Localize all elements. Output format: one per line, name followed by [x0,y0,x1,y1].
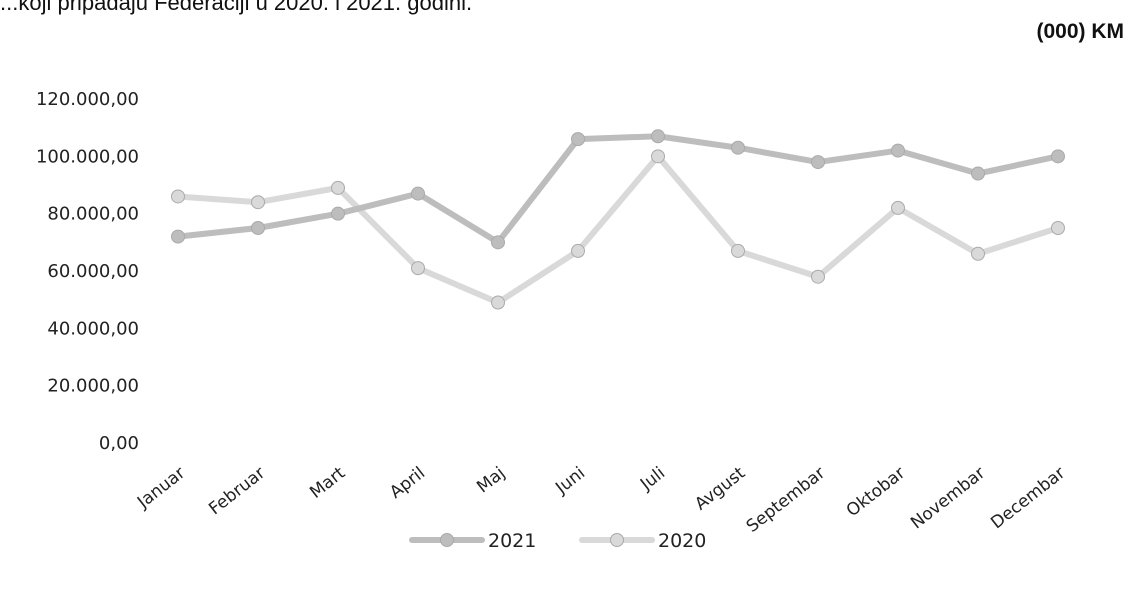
y-tick-label: 80.000,00 [47,204,139,225]
x-tick-label: Decembar [987,463,1069,533]
data-point-2021 [971,166,985,181]
y-axis-ticks: 0,00 20.000,00 40.000,00 60.000,00 80.000,00… [36,89,139,454]
data-point-2020 [571,243,585,258]
chart-title: ...koji pripadaju Federaciji u 2020. i 2… [0,0,473,15]
x-tick-label: Januar [133,463,189,513]
y-tick-label: 0,00 [99,433,139,454]
data-point-2020 [731,243,745,258]
data-point-2020 [651,149,665,164]
legend-swatch-marker [610,533,624,547]
data-point-2020 [971,246,985,261]
x-tick-label: Maj [473,463,509,497]
y-tick-label: 40.000,00 [47,318,139,339]
data-point-2021 [811,155,825,170]
series-line-2020 [175,153,1061,306]
data-point-2020 [411,261,425,276]
data-point-2021 [331,206,345,221]
x-tick-label: Oktobar [843,463,909,521]
x-tick-label: Juli [636,463,669,495]
x-tick-label: Novembar [907,463,989,533]
series-layer [171,129,1065,310]
legend-label: 2021 [488,530,536,552]
x-tick-label: Septembar [743,463,829,537]
data-point-2021 [251,221,265,235]
data-point-2021 [411,186,425,201]
series-line-2021 [175,133,1061,246]
x-tick-label: Avgust [691,463,749,515]
data-point-2021 [171,229,185,244]
y-tick-label: 120.000,00 [36,89,139,110]
x-tick-label: Februar [205,463,269,519]
data-point-2021 [891,143,905,158]
data-point-2020 [891,200,905,215]
x-tick-label: Juni [551,463,589,499]
y-tick-label: 60.000,00 [47,261,139,282]
x-tick-label: April [386,463,429,503]
data-point-2020 [171,189,185,204]
data-point-2020 [491,295,505,310]
legend-swatch-marker [440,533,454,547]
data-point-2021 [1051,149,1065,164]
data-point-2021 [731,140,745,155]
y-tick-label: 20.000,00 [47,376,139,397]
y-tick-label: 100.000,00 [36,146,139,167]
legend-label: 2020 [658,530,706,552]
data-point-2021 [651,129,665,144]
data-point-2020 [331,180,345,195]
data-point-2020 [811,269,825,284]
unit-label: (000) KM [1036,20,1124,43]
data-point-2020 [251,195,265,210]
x-axis-ticks: Januar Februar Mart April Maj Juni Juli AvgustS… [133,463,1069,537]
x-tick-label: Mart [306,463,349,503]
data-point-2020 [1051,221,1065,235]
data-point-2021 [491,235,505,250]
data-point-2021 [571,132,585,147]
legend: 2021 2020 [409,530,706,552]
